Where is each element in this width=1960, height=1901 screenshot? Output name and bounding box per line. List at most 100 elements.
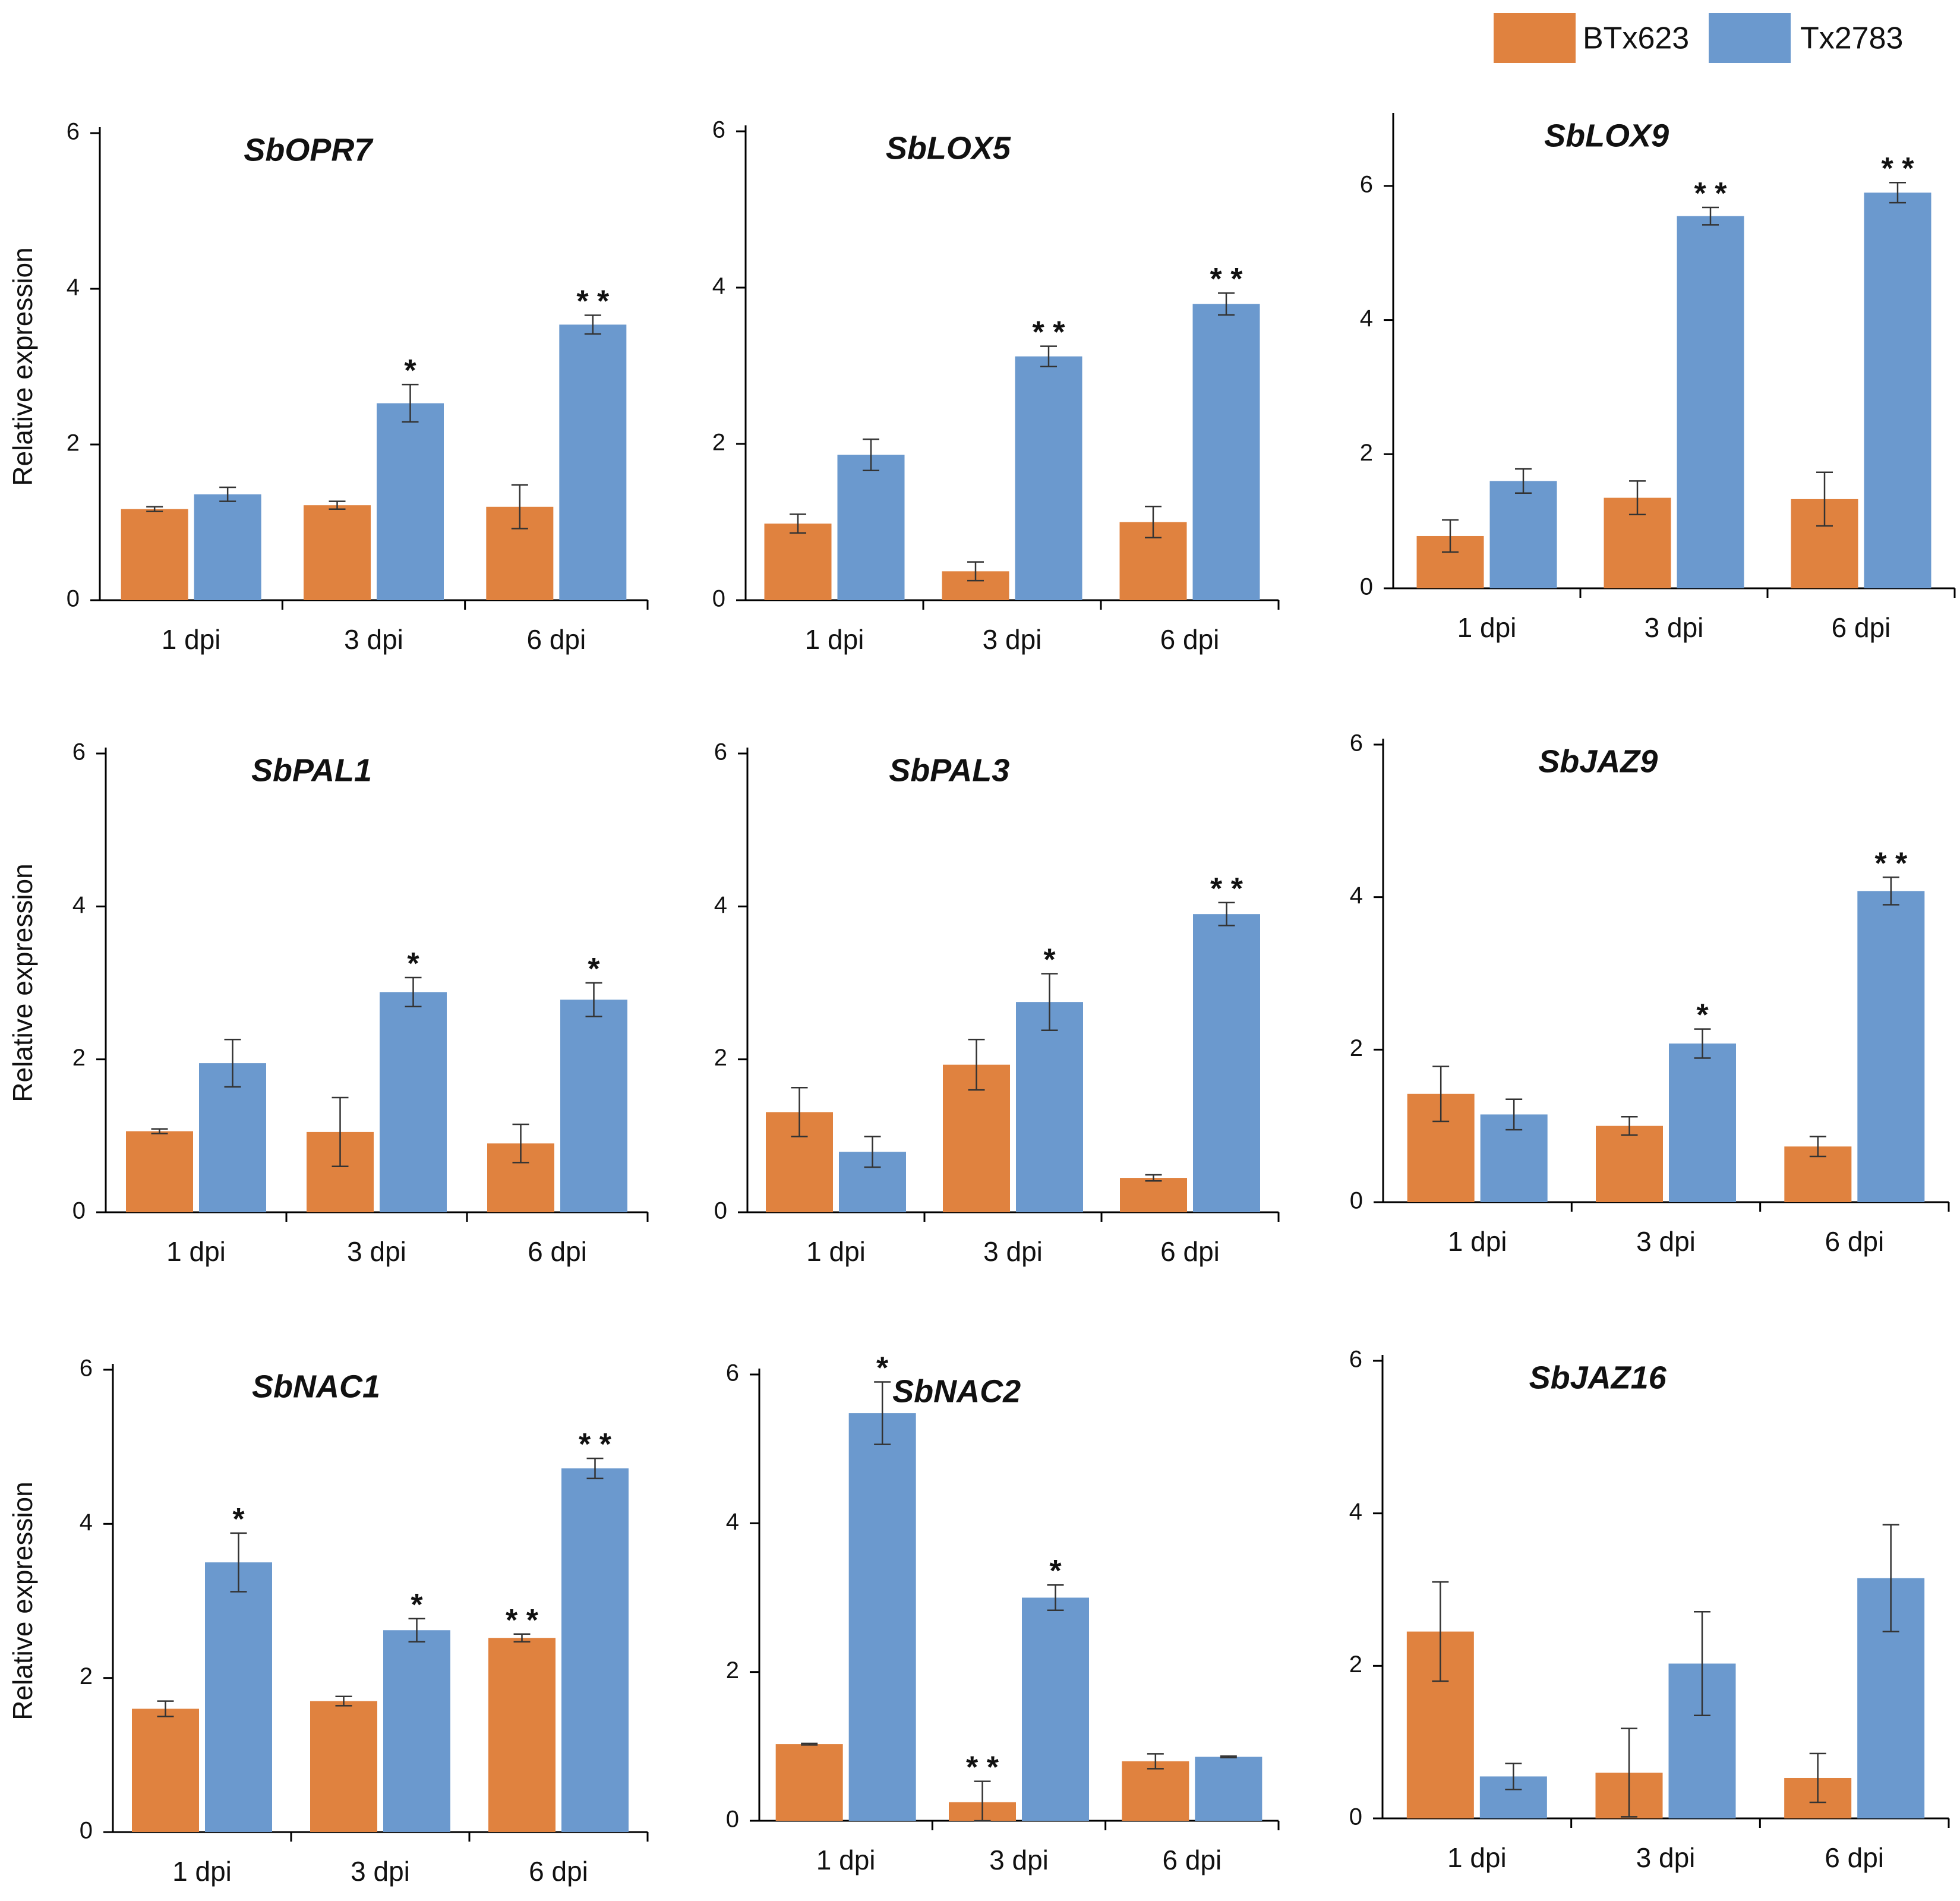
bar-tx2783 xyxy=(559,324,627,600)
legend-label-tx2783: Tx2783 xyxy=(1800,21,1903,56)
bar-btx623 xyxy=(126,1131,193,1212)
x-tick-label: 3 dpi xyxy=(344,624,403,655)
bar-tx2783 xyxy=(1193,914,1260,1212)
y-tick-label: 6 xyxy=(712,117,725,143)
y-tick-label: 0 xyxy=(67,586,80,612)
panel-title: SbLOX9 xyxy=(1544,118,1669,153)
x-tick-label: 6 dpi xyxy=(526,624,586,655)
panel-sbpal3: 0 2 4 6 SbPAL3 1 dpi 3 dpi * 6 dpi * * xyxy=(714,739,1280,1267)
bar-tx2783 xyxy=(377,403,444,600)
x-tick-label: 6 dpi xyxy=(1160,624,1220,655)
bar-tx2783 xyxy=(837,455,905,600)
bar-tx2783 xyxy=(1016,1002,1083,1212)
x-tick-label: 6 dpi xyxy=(1832,612,1891,643)
x-tick-label: 3 dpi xyxy=(983,1236,1043,1267)
significance-marker: * * xyxy=(1694,176,1728,211)
y-tick-label: 6 xyxy=(726,1360,739,1386)
x-tick-label: 6 dpi xyxy=(1160,1236,1220,1267)
y-tick-label: 4 xyxy=(80,1509,93,1536)
legend: BTx623 Tx2783 xyxy=(1494,13,1903,63)
y-tick-label: 0 xyxy=(72,1198,86,1224)
significance-marker: * * xyxy=(1210,872,1243,906)
significance-marker: * * xyxy=(1033,316,1066,350)
x-tick-label: 6 dpi xyxy=(1825,1842,1884,1873)
panel-sblox9: 0 2 4 6 SbLOX9 1 dpi 3 dpi * * 6 dpi * * xyxy=(1360,113,1956,643)
panel-title: SbNAC2 xyxy=(892,1373,1021,1409)
x-tick-label: 1 dpi xyxy=(166,1236,226,1267)
x-tick-label: 1 dpi xyxy=(172,1856,232,1887)
panel-title: SbPAL1 xyxy=(251,752,372,788)
x-tick-label: 1 dpi xyxy=(805,624,864,655)
legend-swatch-btx623 xyxy=(1494,13,1576,63)
y-tick-label: 2 xyxy=(712,430,725,456)
x-tick-label: 6 dpi xyxy=(1825,1226,1884,1257)
bar-tx2783 xyxy=(199,1063,266,1212)
x-tick-label: 3 dpi xyxy=(1645,612,1704,643)
bar-btx623 xyxy=(775,1744,843,1821)
significance-marker: * xyxy=(232,1502,245,1537)
y-axis-title: Relative expression xyxy=(7,863,38,1102)
y-tick-label: 4 xyxy=(714,892,727,918)
x-tick-label: 1 dpi xyxy=(1447,1842,1507,1873)
y-tick-label: 4 xyxy=(67,275,80,301)
y-tick-label: 0 xyxy=(712,586,725,612)
y-tick-label: 6 xyxy=(714,739,727,765)
panels-grid: 0 2 4 6 Relative expression SbOPR7 1 dpi 3 dpi *… xyxy=(7,113,1956,1887)
panel-sbpal1: 0 2 4 6 Relative expression SbPAL1 1 dpi 3 dpi *… xyxy=(7,739,649,1267)
bar-tx2783 xyxy=(848,1413,916,1821)
y-tick-label: 4 xyxy=(1360,305,1373,332)
y-tick-label: 6 xyxy=(1350,730,1363,756)
significance-marker: * * xyxy=(579,1427,612,1462)
y-tick-label: 0 xyxy=(1349,1804,1362,1830)
panel-title: SbJAZ9 xyxy=(1538,743,1658,779)
significance-marker: * * xyxy=(576,285,610,319)
significance-marker: * xyxy=(1043,943,1056,978)
panel-title: SbNAC1 xyxy=(252,1369,380,1404)
panel-title: SbPAL3 xyxy=(889,752,1009,788)
significance-marker: * * xyxy=(1210,262,1243,297)
significance-marker: * xyxy=(411,1588,423,1622)
y-axis-title: Relative expression xyxy=(7,247,38,486)
y-tick-label: 4 xyxy=(712,273,725,300)
bar-btx623 xyxy=(310,1701,377,1832)
panel-sblox5: 0 2 4 6 SbLOX5 1 dpi 3 dpi * * 6 dpi * * xyxy=(712,117,1280,655)
panel-title: SbJAZ16 xyxy=(1529,1360,1667,1395)
y-tick-label: 0 xyxy=(726,1807,739,1833)
bar-btx623 xyxy=(488,1638,556,1832)
panel-title: SbLOX5 xyxy=(886,130,1011,166)
x-tick-label: 3 dpi xyxy=(347,1236,406,1267)
y-tick-label: 0 xyxy=(80,1818,93,1844)
bar-tx2783 xyxy=(1669,1043,1736,1202)
y-tick-label: 6 xyxy=(80,1355,93,1382)
bar-tx2783 xyxy=(1195,1757,1263,1821)
y-tick-label: 2 xyxy=(80,1663,93,1689)
x-tick-label: 1 dpi xyxy=(1457,612,1517,643)
bar-tx2783 xyxy=(1022,1597,1089,1821)
bar-btx623 xyxy=(1120,1178,1187,1212)
significance-marker: * xyxy=(404,354,416,388)
y-tick-label: 4 xyxy=(1350,882,1363,909)
y-tick-label: 6 xyxy=(72,739,86,765)
bar-tx2783 xyxy=(1192,304,1260,600)
significance-marker: * xyxy=(1049,1554,1062,1588)
y-tick-label: 4 xyxy=(1349,1499,1362,1525)
x-tick-label: 3 dpi xyxy=(983,624,1042,655)
legend-label-btx623: BTx623 xyxy=(1583,21,1689,56)
y-tick-label: 0 xyxy=(1360,574,1373,600)
significance-marker: * * xyxy=(1882,152,1915,186)
y-tick-label: 2 xyxy=(726,1657,739,1684)
significance-marker: * xyxy=(407,947,419,981)
x-tick-label: 3 dpi xyxy=(1636,1842,1696,1873)
bar-tx2783 xyxy=(194,494,261,600)
y-axis-title: Relative expression xyxy=(7,1481,38,1720)
bar-tx2783 xyxy=(1489,481,1557,588)
significance-marker: * * xyxy=(1874,846,1908,881)
x-tick-label: 1 dpi xyxy=(162,624,221,655)
significance-marker: * xyxy=(1696,998,1709,1033)
x-tick-label: 1 dpi xyxy=(816,1845,876,1875)
panel-sbopr7: 0 2 4 6 Relative expression SbOPR7 1 dpi 3 dpi *… xyxy=(7,119,649,655)
y-tick-label: 4 xyxy=(72,892,86,918)
x-tick-label: 1 dpi xyxy=(806,1236,866,1267)
bar-tx2783 xyxy=(380,992,447,1212)
